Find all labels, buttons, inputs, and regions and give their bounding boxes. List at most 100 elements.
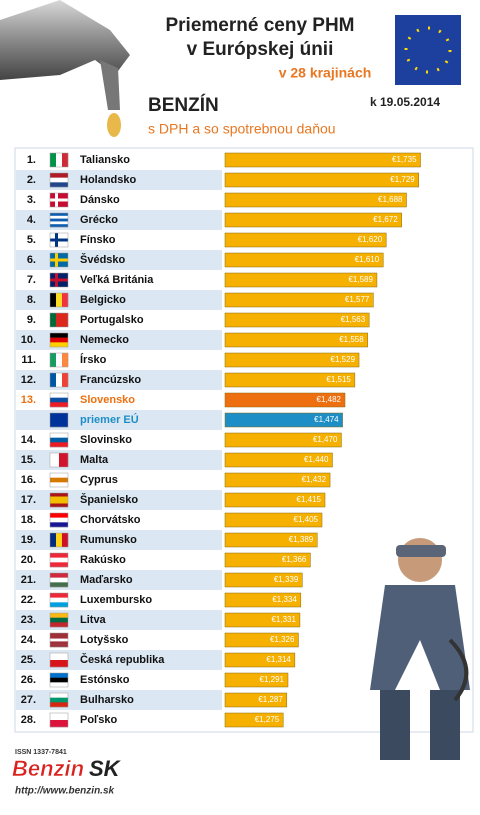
flag xyxy=(50,342,68,348)
flag xyxy=(50,473,68,478)
flag-border xyxy=(49,472,69,488)
flag-border xyxy=(49,692,69,708)
bar-value-label: €1,440 xyxy=(304,455,329,464)
flag xyxy=(50,720,68,728)
flag xyxy=(50,493,68,497)
country-name: Nemecko xyxy=(80,334,129,346)
bar xyxy=(224,152,421,168)
country-name: Malta xyxy=(80,454,109,466)
flag-border xyxy=(49,232,69,248)
country-name: Česká republika xyxy=(80,653,165,666)
flag-border xyxy=(49,172,69,188)
rows: 1. Taliansko €1,735 2. Holandsko €1,729 3. Dáns… xyxy=(14,147,474,733)
flag xyxy=(56,373,63,387)
bar xyxy=(224,312,370,328)
country-name: Írsko xyxy=(80,353,107,366)
flag-border xyxy=(49,512,69,528)
bar xyxy=(224,512,323,528)
flag xyxy=(50,477,68,483)
bar xyxy=(224,332,368,348)
rank: 18. xyxy=(21,514,36,526)
flag xyxy=(50,213,68,216)
flag-border xyxy=(49,392,69,408)
flag-border xyxy=(49,492,69,508)
country-name: Grécko xyxy=(80,214,118,226)
flag xyxy=(50,373,57,387)
bar xyxy=(224,392,346,408)
flag xyxy=(56,533,63,547)
bar-value-label: €1,334 xyxy=(272,595,297,604)
flag xyxy=(62,373,69,387)
flag xyxy=(50,641,68,645)
flag xyxy=(50,613,68,618)
country-name: Švédsko xyxy=(80,253,126,266)
brand-suffix: SK xyxy=(89,756,122,781)
rank: 28. xyxy=(21,714,36,726)
bar-value-label: €1,291 xyxy=(260,675,285,684)
flag xyxy=(50,562,68,568)
rank: 11. xyxy=(21,354,36,366)
flag xyxy=(50,522,68,528)
bar xyxy=(224,552,311,568)
flag xyxy=(50,573,68,578)
bar xyxy=(224,612,301,628)
bar-value-label: €1,366 xyxy=(282,555,307,564)
bar-value-label: €1,432 xyxy=(302,475,327,484)
flag xyxy=(50,238,68,242)
tax-note: s DPH a so spotrebnou daňou xyxy=(148,121,336,137)
flag xyxy=(50,215,68,219)
bar-value-label: €1,287 xyxy=(258,695,283,704)
flag xyxy=(50,313,57,327)
flag-border xyxy=(49,192,69,208)
flag xyxy=(50,224,68,228)
country-name: Poľsko xyxy=(80,714,118,726)
bar-value-label: €1,339 xyxy=(274,575,299,584)
bar-value-label: €1,620 xyxy=(358,235,383,244)
flag xyxy=(62,533,69,547)
flag xyxy=(50,553,68,558)
country-name: Taliansko xyxy=(80,154,130,166)
rank: 17. xyxy=(21,494,36,506)
flag-border xyxy=(49,632,69,648)
bar xyxy=(224,692,288,708)
bar-value-label: €1,577 xyxy=(345,295,370,304)
flag xyxy=(50,393,68,398)
flag xyxy=(59,453,69,467)
bar xyxy=(224,172,419,188)
flag xyxy=(50,218,68,222)
flag xyxy=(50,353,57,367)
bar-value-label: €1,415 xyxy=(297,495,322,504)
flag-border xyxy=(49,412,69,428)
country-name: Estónsko xyxy=(80,674,130,686)
flag xyxy=(50,437,68,443)
flag xyxy=(50,198,68,202)
bar xyxy=(224,572,303,588)
country-name: Lotyšsko xyxy=(80,634,129,646)
country-name: Fínsko xyxy=(80,234,116,246)
flag-border xyxy=(49,312,69,328)
flag xyxy=(50,221,68,225)
country-name: Litva xyxy=(80,614,107,626)
rank: 10. xyxy=(21,334,36,346)
country-name: Cyprus xyxy=(80,474,118,486)
bar-value-label: €1,326 xyxy=(270,635,295,644)
flag xyxy=(56,313,63,327)
country-name: Veľká Británia xyxy=(80,274,154,286)
flag-border xyxy=(49,432,69,448)
rank: 23. xyxy=(21,614,36,626)
flag xyxy=(50,638,68,642)
bar-value-label: €1,688 xyxy=(378,195,403,204)
row-band xyxy=(16,210,222,230)
flag xyxy=(50,413,68,428)
country-name: Španielsko xyxy=(80,493,138,506)
flag xyxy=(50,635,68,639)
flag xyxy=(50,653,68,661)
flag xyxy=(50,682,68,688)
url: http://www.benzin.sk xyxy=(15,786,115,797)
flag xyxy=(62,313,69,327)
flag xyxy=(56,293,63,307)
flag xyxy=(62,293,69,307)
bar xyxy=(224,712,284,728)
bar xyxy=(224,372,356,388)
